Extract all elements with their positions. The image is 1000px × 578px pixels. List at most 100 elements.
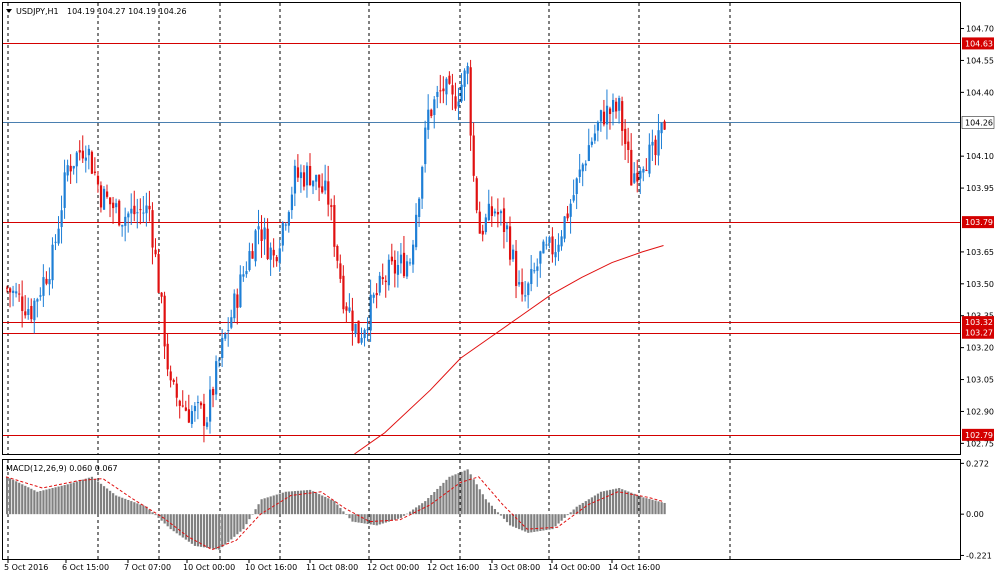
macd-bar: [130, 501, 133, 515]
symbol-label: USDJPY,H1: [16, 7, 59, 16]
macd-bar: [354, 514, 357, 523]
macd-bar: [551, 514, 554, 530]
macd-bar: [605, 490, 609, 515]
chevron-down-icon[interactable]: [6, 9, 12, 13]
macd-bar: [366, 514, 369, 524]
macd-bar: [84, 478, 87, 515]
x-tick-label: 10 Oct 16:00: [245, 563, 297, 572]
candle-body: [290, 194, 294, 211]
macd-bar: [145, 506, 148, 515]
candle-body: [348, 307, 351, 312]
candle-body: [572, 195, 575, 201]
macd-bar: [493, 509, 497, 515]
macd-bar: [293, 491, 297, 515]
candle-body: [142, 212, 145, 214]
macd-bar: [112, 493, 115, 515]
candle-body: [393, 259, 397, 274]
candle-body: [48, 279, 51, 285]
macd-bar: [433, 491, 436, 515]
macd-bar: [54, 487, 57, 515]
candle-body: [648, 144, 651, 174]
main-pane-frame: [2, 2, 961, 455]
macd-bar: [115, 495, 118, 515]
candle-body: [112, 202, 115, 209]
macd-bar: [99, 483, 103, 515]
macd-bar: [569, 512, 572, 515]
candle-body: [202, 403, 206, 426]
macd-bar: [24, 485, 27, 515]
candle-body: [318, 174, 321, 188]
macd-bar: [615, 488, 618, 515]
candle-body: [166, 343, 169, 370]
macd-bar: [478, 489, 481, 515]
macd-bar: [102, 486, 106, 515]
macd-bar: [602, 491, 606, 515]
candle-body: [172, 379, 175, 382]
price-axis: 104.70 104.55 104.40 104.10 103.95 103.65 103.…: [960, 25, 994, 448]
level-tag-label: 103.79: [965, 218, 993, 227]
candle-body: [630, 149, 633, 186]
macd-bar: [269, 496, 272, 515]
macd-bar: [169, 514, 172, 530]
candle-body: [218, 359, 221, 361]
candle-body: [405, 261, 409, 277]
candle-body: [72, 165, 75, 169]
macd-bar: [560, 514, 563, 521]
macd-bar: [636, 495, 639, 515]
macd-bar: [151, 512, 154, 515]
macd-signal-line: [5, 476, 664, 551]
x-tick-label: 5 Oct 2016: [4, 563, 48, 572]
moving-average: [354, 245, 664, 455]
macd-bar: [160, 514, 163, 521]
x-tick-label: 12 Oct 16:00: [427, 563, 479, 572]
macd-bar: [30, 488, 33, 515]
macd-bar: [42, 490, 45, 515]
macd-bar: [627, 491, 630, 515]
candle-body: [151, 210, 154, 248]
candle-body: [608, 108, 612, 115]
macd-bar: [136, 503, 139, 515]
candle-body: [269, 247, 272, 260]
macd-bar: [199, 514, 203, 547]
macd-bar: [257, 504, 260, 515]
candle-body: [663, 121, 666, 130]
candle-body: [254, 230, 257, 262]
horizontal-levels: [3, 43, 960, 436]
candle-body: [463, 70, 466, 87]
candle-body: [575, 178, 578, 195]
macd-bar: [227, 514, 230, 542]
candle-body: [557, 244, 560, 252]
candle-body: [81, 150, 84, 159]
candle-body: [21, 296, 24, 312]
candle-body: [281, 222, 284, 246]
candle-body: [569, 203, 572, 217]
macd-bar: [139, 504, 142, 515]
macd-bar: [412, 509, 415, 515]
candle-body: [345, 306, 348, 311]
x-tick-label: 14 Oct 00:00: [548, 563, 600, 572]
candle-body: [457, 101, 460, 107]
macd-bar: [157, 514, 160, 518]
candle-body: [36, 299, 39, 302]
candle-body: [645, 169, 648, 171]
macd-bar: [466, 469, 469, 515]
macd-bar: [457, 473, 460, 515]
candle-body: [396, 264, 400, 275]
candle-body: [660, 123, 663, 134]
macd-bar: [45, 489, 48, 515]
macd-bar: [375, 514, 378, 526]
macd-bar: [163, 514, 166, 524]
macd-bar: [372, 514, 375, 525]
macd-bar: [512, 514, 515, 527]
candle-body: [475, 178, 478, 211]
candle-body: [560, 236, 563, 247]
macd-bar: [621, 489, 624, 515]
candle-body: [412, 244, 415, 265]
macd-bar: [336, 504, 339, 515]
candle-body: [593, 133, 597, 141]
candle-body: [581, 164, 584, 172]
macd-bar: [463, 470, 466, 515]
macd-bar: [360, 514, 363, 524]
candle-body: [427, 109, 430, 130]
